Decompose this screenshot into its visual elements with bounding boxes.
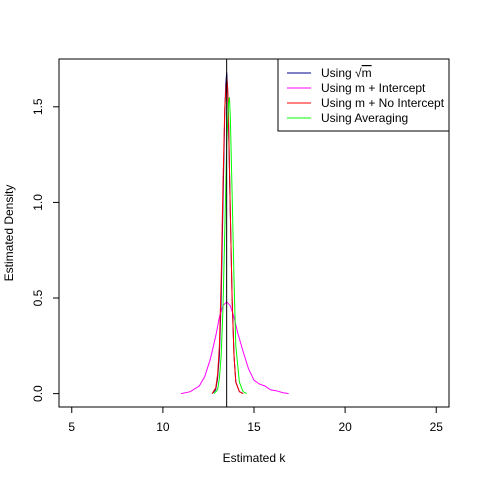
y-axis: 0.0 0.5 1.0 1.5 <box>31 98 60 402</box>
x-axis: 5 10 15 20 25 <box>68 406 444 434</box>
x-tick-label: 5 <box>68 420 75 434</box>
x-tick-label: 20 <box>338 420 352 434</box>
x-tick-label: 25 <box>430 420 444 434</box>
y-axis-label: Estimated Density <box>2 185 16 282</box>
legend-label: Using √m <box>321 66 372 80</box>
series-line-4 <box>213 97 247 395</box>
y-tick-label: 0.0 <box>31 385 45 402</box>
legend-box <box>277 58 450 132</box>
x-tick-label: 15 <box>247 420 261 434</box>
legend-label: Using Averaging <box>321 111 408 125</box>
y-tick-label: 1.0 <box>31 194 45 211</box>
legend-label: Using m + Intercept <box>321 81 426 95</box>
y-tick-label: 0.5 <box>31 289 45 306</box>
legend-label: Using m + No Intercept <box>321 96 445 110</box>
y-tick-label: 1.5 <box>31 98 45 115</box>
series-line-2 <box>180 301 289 395</box>
x-tick-label: 10 <box>156 420 170 434</box>
x-axis-label: Estimated k <box>223 451 287 465</box>
